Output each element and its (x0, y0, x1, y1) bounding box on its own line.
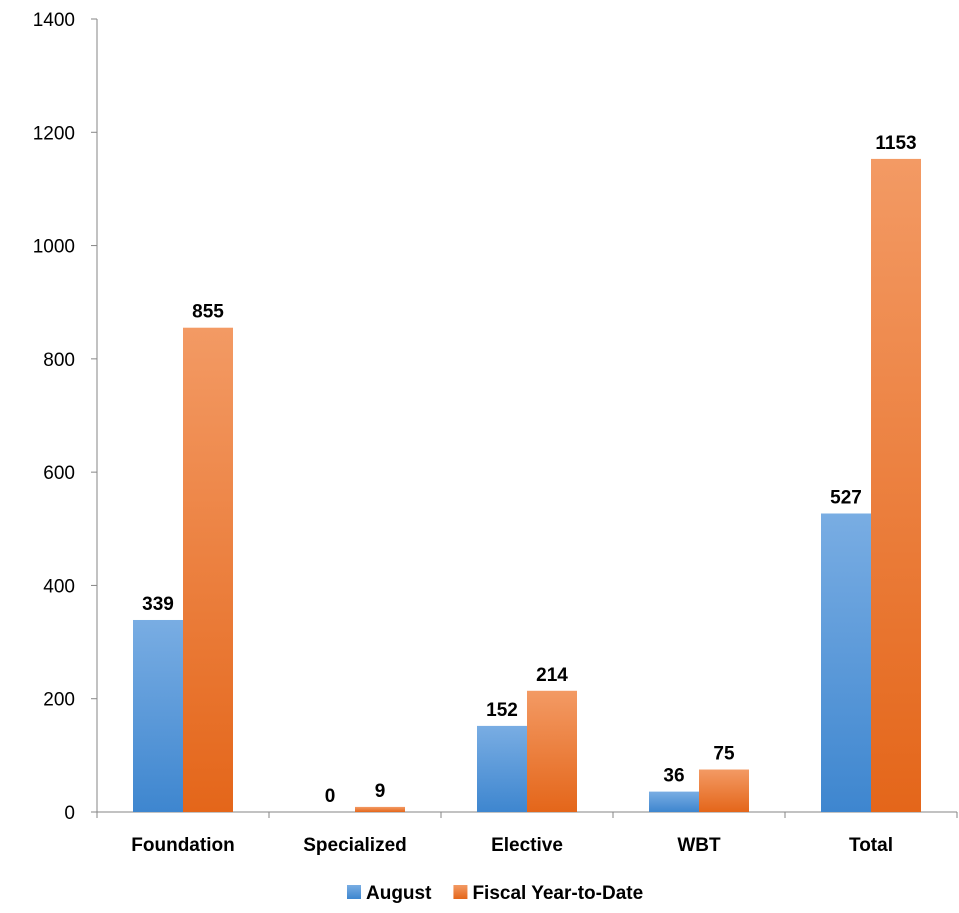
legend-label: August (366, 883, 432, 904)
y-tick-label: 1200 (33, 123, 75, 144)
bar (477, 725, 527, 812)
data-label: 1153 (875, 133, 916, 154)
legend-swatch (347, 885, 361, 899)
legend-swatch (453, 885, 468, 899)
data-label: 855 (192, 302, 224, 323)
legend: August Fiscal Year-to-Date (347, 883, 643, 904)
bar (871, 158, 921, 813)
bar (699, 769, 749, 812)
x-tick-label: WBT (677, 835, 721, 856)
x-tick-label: Foundation (131, 835, 234, 856)
bar (821, 513, 871, 812)
y-tick-label: 1400 (33, 10, 75, 31)
y-tick-label: 200 (43, 690, 75, 711)
x-tick-label: Elective (491, 835, 563, 856)
x-tick-label: Specialized (303, 835, 407, 856)
data-label: 9 (375, 781, 386, 802)
x-axis: Foundation Specialized Elective WBT Total (96, 811, 958, 856)
data-label: 339 (142, 594, 174, 615)
data-label: 75 (713, 744, 735, 765)
x-tick-label: Total (849, 835, 893, 856)
bars (133, 158, 921, 813)
bar (527, 690, 577, 812)
data-labels: 339 855 0 9 152 214 36 75 527 1153 (142, 133, 916, 807)
data-label: 152 (486, 700, 518, 721)
data-label: 36 (663, 766, 684, 787)
data-label: 214 (536, 665, 568, 686)
bar (183, 327, 233, 812)
bar (133, 619, 183, 812)
bar (355, 806, 405, 812)
data-label: 527 (830, 487, 862, 508)
y-tick-label: 800 (43, 350, 75, 371)
bar (649, 791, 699, 812)
legend-label: Fiscal Year-to-Date (472, 883, 643, 904)
y-tick-label: 400 (43, 576, 75, 597)
y-tick-label: 1000 (33, 237, 75, 258)
data-label: 0 (325, 786, 336, 807)
y-axis: 0 200 400 600 800 1000 1200 1400 (33, 10, 98, 824)
y-tick-label: 0 (64, 803, 75, 824)
y-tick-label: 600 (43, 463, 75, 484)
